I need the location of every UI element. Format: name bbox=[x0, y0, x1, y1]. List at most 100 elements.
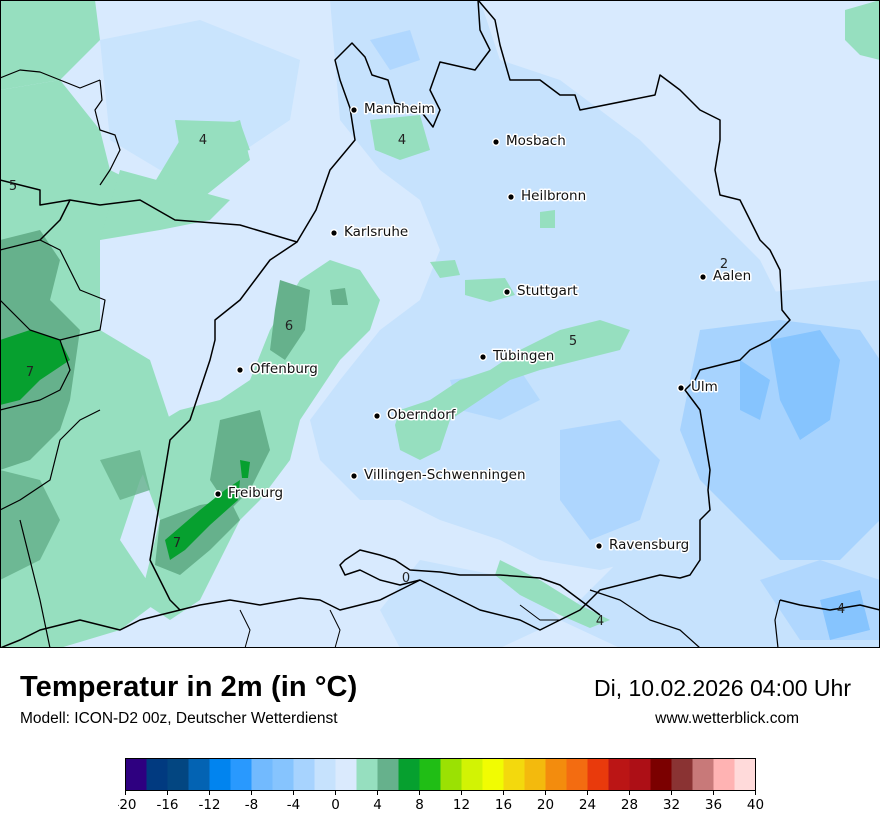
contour-label: 4 bbox=[837, 602, 845, 617]
city-label: Villingen-Schwenningen bbox=[364, 467, 526, 483]
colorbar-swatch bbox=[524, 758, 546, 791]
city-marker: Ravensburg bbox=[595, 536, 691, 555]
colorbar-swatch bbox=[314, 758, 336, 791]
colorbar-tick-label: 16 bbox=[495, 797, 512, 813]
city-marker: Mosbach bbox=[492, 132, 567, 151]
colorbar-swatch bbox=[230, 758, 252, 791]
city-marker: Tübingen bbox=[479, 347, 556, 366]
colorbar-tick-label: 32 bbox=[663, 797, 680, 813]
colorbar-swatch bbox=[566, 758, 588, 791]
colorbar-swatch bbox=[587, 758, 609, 791]
city-marker: Ulm bbox=[677, 378, 719, 397]
contour-label: 0 bbox=[402, 571, 410, 586]
forecast-datetime: Di, 10.02.2026 04:00 Uhr bbox=[593, 675, 851, 701]
colorbar-swatch bbox=[629, 758, 651, 791]
city-marker: Oberndorf bbox=[373, 406, 458, 425]
city-dot-icon bbox=[678, 385, 684, 391]
colorbar-tick-label: -12 bbox=[198, 797, 220, 813]
temperature-colorbar: -20 -16 -12 -8 -4 0 4 8 12 16 20 24 28 32 36 40 bbox=[118, 758, 764, 813]
city-dot-icon bbox=[215, 491, 221, 497]
colorbar-swatch bbox=[272, 758, 294, 791]
colorbar-swatch bbox=[650, 758, 672, 791]
colorbar-tick-label: 12 bbox=[453, 797, 470, 813]
colorbar-swatch bbox=[146, 758, 168, 791]
colorbar-swatch bbox=[692, 758, 714, 791]
city-label: Freiburg bbox=[228, 485, 283, 501]
colorbar-tick-label: 36 bbox=[705, 797, 722, 813]
city-dot-icon bbox=[237, 367, 243, 373]
border-baden-wuerttemberg bbox=[0, 0, 491, 243]
colorbar-swatch bbox=[482, 758, 504, 791]
city-label: Tübingen bbox=[492, 348, 554, 364]
city-marker: Villingen-Schwenningen bbox=[350, 466, 527, 485]
colorbar-swatch bbox=[734, 758, 756, 791]
contour-label: 4 bbox=[199, 133, 207, 148]
contour-label: 4 bbox=[596, 614, 604, 629]
city-label: Oberndorf bbox=[387, 407, 457, 423]
colorbar-tick-label: -16 bbox=[156, 797, 178, 813]
city-dot-icon bbox=[351, 473, 357, 479]
contour-label: 5 bbox=[569, 334, 577, 349]
colorbar-tick-label: 24 bbox=[579, 797, 596, 813]
colorbar-tick-label: 8 bbox=[415, 797, 424, 813]
colorbar-swatch bbox=[209, 758, 231, 791]
city-label: Ulm bbox=[691, 379, 718, 395]
colorbar-swatch bbox=[419, 758, 441, 791]
colorbar-tick-label: 0 bbox=[331, 797, 340, 813]
colorbar-swatch bbox=[713, 758, 735, 791]
contour-label: 2 bbox=[720, 257, 728, 272]
colorbar-swatch bbox=[167, 758, 189, 791]
city-marker: Mannheim bbox=[350, 100, 436, 119]
city-marker: Offenburg bbox=[236, 360, 319, 379]
city-markers: Mannheim Mosbach Heilbronn Karlsruhe Aalen St… bbox=[214, 100, 753, 555]
colorbar-swatch bbox=[356, 758, 378, 791]
city-dot-icon bbox=[508, 194, 514, 200]
colorbar-swatch bbox=[608, 758, 630, 791]
colorbar-swatch bbox=[671, 758, 693, 791]
colorbar-swatch bbox=[461, 758, 483, 791]
colorbar-swatch bbox=[335, 758, 357, 791]
city-label: Stuttgart bbox=[517, 283, 578, 299]
city-marker: Karlsruhe bbox=[330, 223, 410, 242]
colorbar-tick-label: 4 bbox=[373, 797, 382, 813]
city-dot-icon bbox=[700, 274, 706, 280]
city-label: Ravensburg bbox=[609, 537, 689, 553]
colorbar-tick-label: -8 bbox=[245, 797, 258, 813]
city-marker: Aalen bbox=[699, 267, 753, 286]
website-link[interactable]: www.wetterblick.com bbox=[655, 710, 799, 727]
city-label: Offenburg bbox=[250, 361, 318, 377]
colorbar-tick-label: 28 bbox=[621, 797, 638, 813]
city-label: Mosbach bbox=[506, 133, 566, 149]
colorbar-swatch bbox=[545, 758, 567, 791]
colorbar-frame bbox=[125, 758, 756, 791]
colorbar-tick-label: 40 bbox=[747, 797, 764, 813]
colorbar-swatch bbox=[377, 758, 399, 791]
contour-labels: 4 4 5 2 6 5 7 7 0 4 4 bbox=[9, 133, 845, 629]
city-marker: Stuttgart bbox=[503, 282, 579, 301]
colorbar-tick-label: 20 bbox=[537, 797, 554, 813]
model-source: Modell: ICON-D2 00z, Deutscher Wetterdie… bbox=[20, 710, 338, 727]
city-dot-icon bbox=[331, 230, 337, 236]
contour-label: 7 bbox=[26, 365, 34, 380]
city-dot-icon bbox=[480, 354, 486, 360]
city-dot-icon bbox=[493, 139, 499, 145]
temperature-field-dark-green bbox=[0, 330, 250, 560]
chart-title: Temperatur in 2m (in °C) bbox=[20, 671, 358, 703]
city-label: Heilbronn bbox=[521, 188, 586, 204]
contour-label: 4 bbox=[398, 133, 406, 148]
city-label: Mannheim bbox=[364, 101, 435, 117]
colorbar-ticks: -20 -16 -12 -8 -4 0 4 8 12 16 20 24 28 32 36 40 bbox=[118, 790, 764, 813]
city-marker: Freiburg bbox=[214, 484, 285, 503]
temperature-field-blue bbox=[740, 330, 870, 640]
city-label: Aalen bbox=[713, 268, 751, 284]
state-borders bbox=[0, 0, 880, 648]
colorbar-swatch bbox=[188, 758, 210, 791]
colorbar-swatches bbox=[125, 758, 756, 791]
contour-label: 6 bbox=[285, 319, 293, 334]
city-dot-icon bbox=[351, 107, 357, 113]
colorbar-tick-label: -4 bbox=[287, 797, 300, 813]
city-dot-icon bbox=[596, 543, 602, 549]
city-dot-icon bbox=[374, 413, 380, 419]
colorbar-swatch bbox=[293, 758, 315, 791]
colorbar-swatch bbox=[251, 758, 273, 791]
